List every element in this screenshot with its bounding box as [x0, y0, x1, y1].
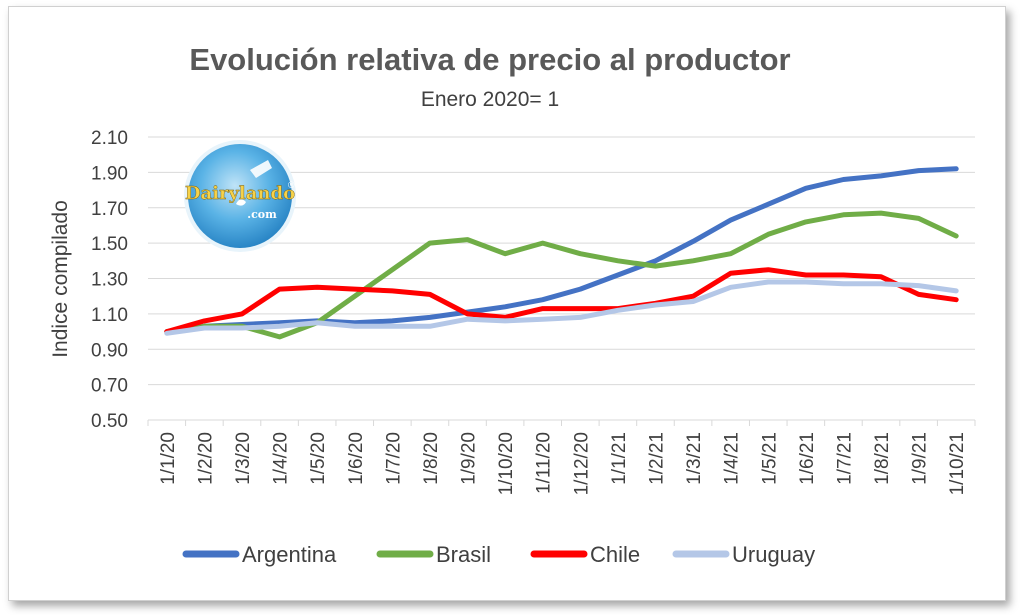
- gridlines: [147, 136, 976, 426]
- x-tick-label: 1/3/21: [684, 432, 705, 485]
- logo-sub: .com: [247, 208, 277, 221]
- x-tick-label: 1/9/21: [910, 432, 931, 485]
- y-tick-label: 1.50: [91, 234, 128, 255]
- series-line-argentina: [164, 166, 959, 335]
- x-tick-label: 1/4/20: [271, 432, 292, 485]
- y-tick-labels: 0.50 0.70 0.90 1.10 1.30 1.50 1.70 1.90 2.10: [91, 128, 128, 432]
- x-tick-label: 1/6/21: [797, 432, 818, 485]
- x-tick-label: 1/1/20: [158, 432, 179, 485]
- x-tick-label: 1/8/21: [872, 432, 893, 485]
- x-tick-label: 1/11/20: [534, 432, 555, 494]
- x-tick-label: 1/7/21: [834, 432, 855, 485]
- x-tick-label: 1/2/21: [646, 432, 667, 485]
- x-tick-label: 1/9/20: [459, 432, 480, 485]
- x-tick-label: 1/6/20: [346, 432, 367, 485]
- y-tick-label: 0.90: [91, 340, 128, 361]
- x-tick-label: 1/5/21: [759, 432, 780, 485]
- y-tick-label: 0.50: [91, 411, 128, 432]
- series-line-uruguay: [164, 279, 959, 336]
- legend-label: Argentina: [242, 542, 337, 567]
- y-tick-label: 1.10: [91, 305, 128, 326]
- x-tick-label: 1/5/20: [308, 432, 329, 485]
- x-tick-label: 1/12/20: [571, 432, 592, 495]
- x-tick-label: 1/10/21: [947, 432, 968, 495]
- milk-jug-icon: [250, 160, 272, 178]
- series-line-brasil: [164, 210, 959, 340]
- chart-title: Evolución relativa de precio al producto…: [189, 42, 790, 77]
- series-line-chile: [164, 267, 959, 335]
- logo-text: Dairylando: [185, 183, 295, 204]
- x-tick-label: 1/3/20: [233, 432, 254, 485]
- chart-frame: [8, 6, 1006, 601]
- y-tick-label: 0.70: [91, 376, 128, 397]
- y-tick-label: 1.30: [91, 270, 128, 291]
- series-lines: [164, 166, 959, 340]
- x-tick-label: 1/4/21: [722, 432, 743, 485]
- legend: Argentina Brasil Chile Uruguay: [182, 542, 815, 567]
- x-tick-label: 1/2/20: [195, 432, 216, 485]
- x-tick-label: 1/1/21: [609, 432, 630, 485]
- logo-registered-mark: ®: [288, 180, 295, 190]
- y-tick-label: 1.70: [91, 199, 128, 220]
- x-tick-labels: 1/1/20 1/2/20 1/3/20 1/4/20 1/5/20 1/6/20 1/7/…: [158, 432, 968, 495]
- milk-splash-icon: [236, 199, 246, 206]
- legend-label: Brasil: [436, 542, 491, 567]
- x-tick-label: 1/7/20: [383, 432, 404, 485]
- legend-label: Chile: [590, 542, 640, 567]
- y-tick-label: 2.10: [91, 128, 128, 149]
- y-tick-label: 1.90: [91, 163, 128, 184]
- x-tick-label: 1/8/20: [421, 432, 442, 485]
- chart-subtitle: Enero 2020= 1: [421, 88, 559, 111]
- legend-label: Uruguay: [732, 542, 815, 567]
- y-axis-title: Indice compilado: [49, 200, 72, 358]
- x-tick-label: 1/10/20: [496, 432, 517, 495]
- dairylando-logo: Dairylando .com ®: [184, 140, 296, 252]
